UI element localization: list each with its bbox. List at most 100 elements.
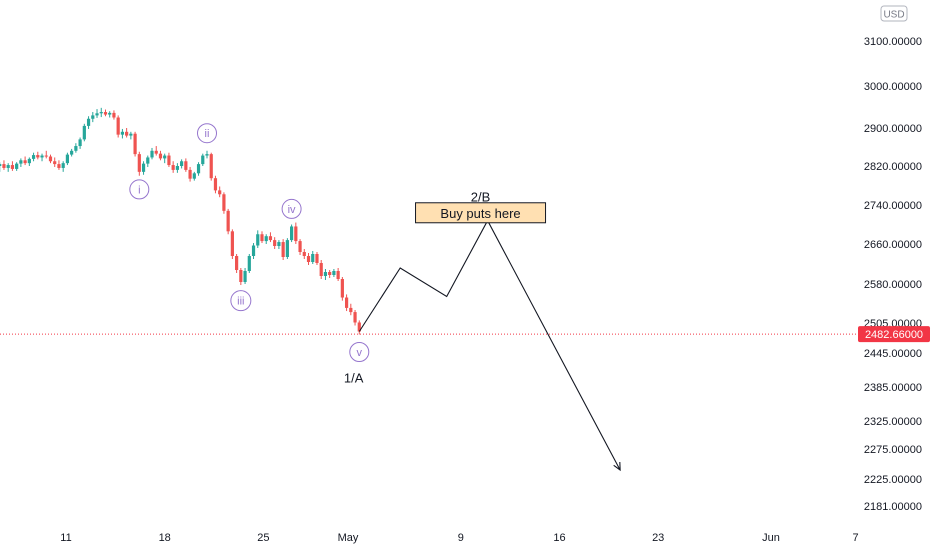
candle-body [61,163,65,168]
candle-body [251,245,256,256]
candle-body [65,154,70,164]
candle-body [323,272,328,276]
candle-body [137,154,141,172]
y-tick-label: 2325.00000 [864,416,922,428]
y-tick-label: 2445.00000 [864,348,922,360]
y-tick-label: 2181.00000 [864,501,922,513]
callout-box [415,202,547,224]
x-tick-label: 9 [458,532,464,544]
candle-body [103,112,108,115]
candle-body [340,279,344,298]
candle-body [349,307,353,313]
candle-body [23,160,27,164]
candle-body [175,166,179,170]
candle-body [48,156,53,162]
wave-label-iv: iv [288,204,296,216]
candle-body [15,163,19,169]
wave-label-v: v [357,347,363,359]
currency-badge-group: USD [880,5,908,22]
currency-badge [880,5,908,22]
wave-label-iii: iii [237,296,244,308]
candle-body [235,256,239,270]
candle-body [141,163,146,172]
candle-body [243,271,247,282]
y-tick-label: 3100.00000 [864,36,922,48]
candle-body [277,242,281,246]
x-tick-label: 7 [853,532,859,544]
candle-body [133,133,137,155]
y-tick-label: 2385.00000 [864,382,922,394]
candles-group [0,107,361,335]
candle-body [196,164,201,174]
candle-body [281,242,285,257]
x-tick-label: 25 [257,532,269,544]
projection-label-0: 1/A [344,371,364,386]
candle-body [264,236,268,242]
y-tick-label: 2580.00000 [864,279,922,291]
candle-body [306,256,311,262]
candle-body [10,165,15,169]
candle-body [230,231,234,256]
candle-body [86,118,91,126]
candle-body [209,154,213,179]
currency-badge-text: USD [883,10,904,21]
candle-body [294,226,298,242]
candle-body [180,161,184,166]
candle-body [44,155,48,157]
x-tick-label: 16 [553,532,565,544]
wave-circle-iii [230,290,252,312]
candle-body [31,155,36,159]
candle-body [298,241,302,252]
candle-body [82,125,86,140]
candle-body [302,252,306,256]
candle-body [239,270,243,282]
projection-arrowhead [613,461,621,472]
candle-body [192,173,196,179]
y-tick-label: 2740.00000 [864,200,922,212]
candle-body [6,165,10,168]
x-axis: 11 18 25 May 9 16 23 Jun 7 [60,532,858,544]
candle-body [256,234,260,246]
candle-body [218,190,222,195]
candle-body [315,254,319,263]
candle-body [150,150,154,158]
candle-body [171,165,175,170]
projection-label-1: 2/B [471,190,491,205]
candle-body [95,113,99,116]
candle-body [146,157,150,164]
candle-body [99,112,103,114]
x-tick-label: Jun [762,532,780,544]
candle-body [353,312,357,323]
y-tick-label: 2900.00000 [864,123,922,135]
candle-body [2,164,6,168]
candle-body [285,240,289,257]
x-tick-label: 23 [652,532,664,544]
x-tick-label: 18 [159,532,171,544]
candle-body [344,297,349,308]
y-tick-label: 2820.00000 [864,161,922,173]
candle-body [319,263,323,276]
y-tick-label: 2275.00000 [864,444,922,456]
candle-body [205,154,209,156]
candle-body [129,133,133,136]
candle-body [154,150,158,154]
candle-body [268,236,273,241]
candle-body [184,161,188,170]
wave-circle-ii [197,123,217,144]
candle-body [74,146,78,151]
candle-body [36,155,40,158]
candle-body [108,112,112,115]
candle-body [91,115,95,119]
last-price-label: 2482.66000 [865,329,923,341]
x-tick-label: May [338,532,359,544]
projection-group [358,219,621,472]
candle-body [328,272,332,275]
wave-label-ii: ii [205,128,210,140]
candle-body [19,160,23,164]
wave-circle-i [129,179,150,200]
candle-body [247,256,251,271]
candle-body [163,155,167,159]
